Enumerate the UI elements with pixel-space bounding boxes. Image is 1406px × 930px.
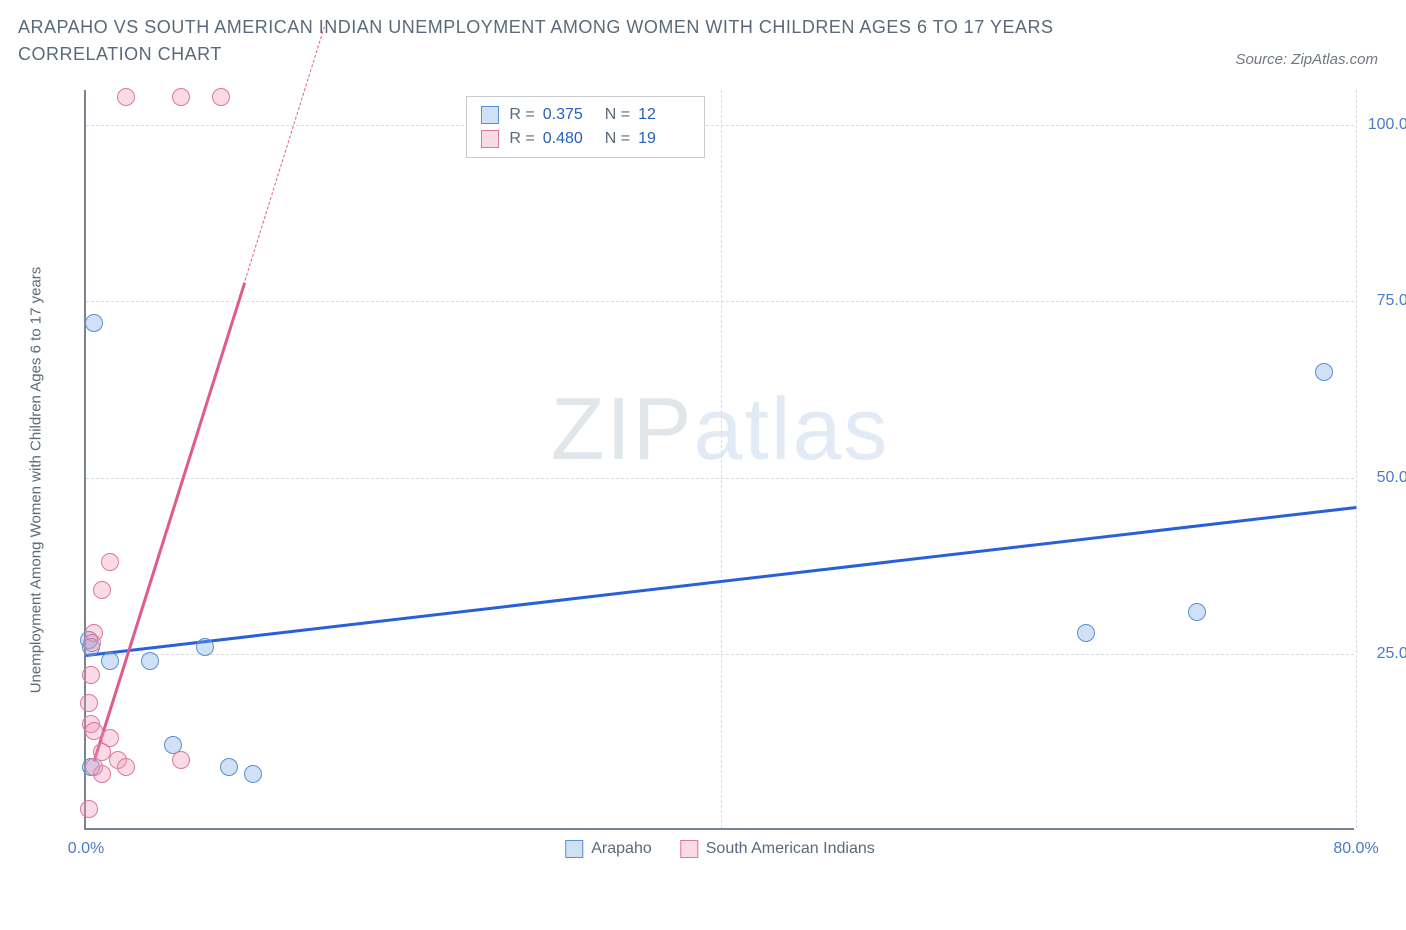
data-point bbox=[1315, 363, 1333, 381]
data-point bbox=[220, 758, 238, 776]
trend-line bbox=[93, 281, 247, 761]
data-point bbox=[80, 800, 98, 818]
n-label: N = bbox=[605, 130, 630, 148]
data-point bbox=[1077, 624, 1095, 642]
y-tick-label: 50.0% bbox=[1362, 469, 1406, 487]
watermark-atlas: atlas bbox=[694, 379, 890, 478]
stats-legend: R = 0.375 N = 12 R = 0.480 N = 19 bbox=[466, 96, 705, 158]
y-tick-label: 100.0% bbox=[1362, 116, 1406, 134]
legend-item: Arapaho bbox=[565, 840, 652, 858]
chart-title: ARAPAHO VS SOUTH AMERICAN INDIAN UNEMPLO… bbox=[18, 14, 1138, 68]
series-swatch bbox=[481, 130, 499, 148]
legend-label: South American Indians bbox=[706, 840, 875, 858]
data-point bbox=[101, 553, 119, 571]
series-legend: Arapaho South American Indians bbox=[565, 840, 875, 858]
series-swatch bbox=[680, 840, 698, 858]
gridline-v bbox=[721, 90, 722, 828]
plot-area: ZIPatlas 25.0%50.0%75.0%100.0%0.0%80.0%R… bbox=[84, 90, 1354, 830]
stats-row: R = 0.480 N = 19 bbox=[481, 127, 690, 151]
y-axis-label: Unemployment Among Women with Children A… bbox=[28, 267, 45, 694]
data-point bbox=[141, 652, 159, 670]
data-point bbox=[1188, 603, 1206, 621]
gridline-h bbox=[86, 478, 1354, 479]
x-tick-label: 0.0% bbox=[68, 840, 104, 858]
data-point bbox=[212, 88, 230, 106]
data-point bbox=[83, 634, 101, 652]
data-point bbox=[117, 88, 135, 106]
data-point bbox=[172, 751, 190, 769]
watermark-zip: ZIP bbox=[551, 379, 694, 478]
r-label: R = bbox=[509, 106, 534, 124]
data-point bbox=[82, 666, 100, 684]
chart: Unemployment Among Women with Children A… bbox=[54, 90, 1374, 870]
data-point bbox=[101, 652, 119, 670]
header: ARAPAHO VS SOUTH AMERICAN INDIAN UNEMPLO… bbox=[0, 0, 1406, 68]
data-point bbox=[172, 88, 190, 106]
n-value: 19 bbox=[638, 130, 690, 148]
r-label: R = bbox=[509, 130, 534, 148]
source-label: Source: ZipAtlas.com bbox=[1235, 51, 1378, 68]
r-value: 0.375 bbox=[543, 106, 595, 124]
data-point bbox=[117, 758, 135, 776]
gridline-v bbox=[1356, 90, 1357, 828]
data-point bbox=[85, 758, 103, 776]
data-point bbox=[244, 765, 262, 783]
data-point bbox=[80, 694, 98, 712]
data-point bbox=[85, 314, 103, 332]
legend-item: South American Indians bbox=[680, 840, 875, 858]
y-tick-label: 75.0% bbox=[1362, 292, 1406, 310]
y-tick-label: 25.0% bbox=[1362, 645, 1406, 663]
series-swatch bbox=[565, 840, 583, 858]
gridline-h bbox=[86, 125, 1354, 126]
data-point bbox=[93, 581, 111, 599]
legend-label: Arapaho bbox=[591, 840, 652, 858]
gridline-h bbox=[86, 654, 1354, 655]
gridline-h bbox=[86, 301, 1354, 302]
stats-row: R = 0.375 N = 12 bbox=[481, 103, 690, 127]
data-point bbox=[196, 638, 214, 656]
series-swatch bbox=[481, 106, 499, 124]
r-value: 0.480 bbox=[543, 130, 595, 148]
x-tick-label: 80.0% bbox=[1333, 840, 1378, 858]
watermark: ZIPatlas bbox=[551, 378, 890, 480]
n-label: N = bbox=[605, 106, 630, 124]
n-value: 12 bbox=[638, 106, 690, 124]
